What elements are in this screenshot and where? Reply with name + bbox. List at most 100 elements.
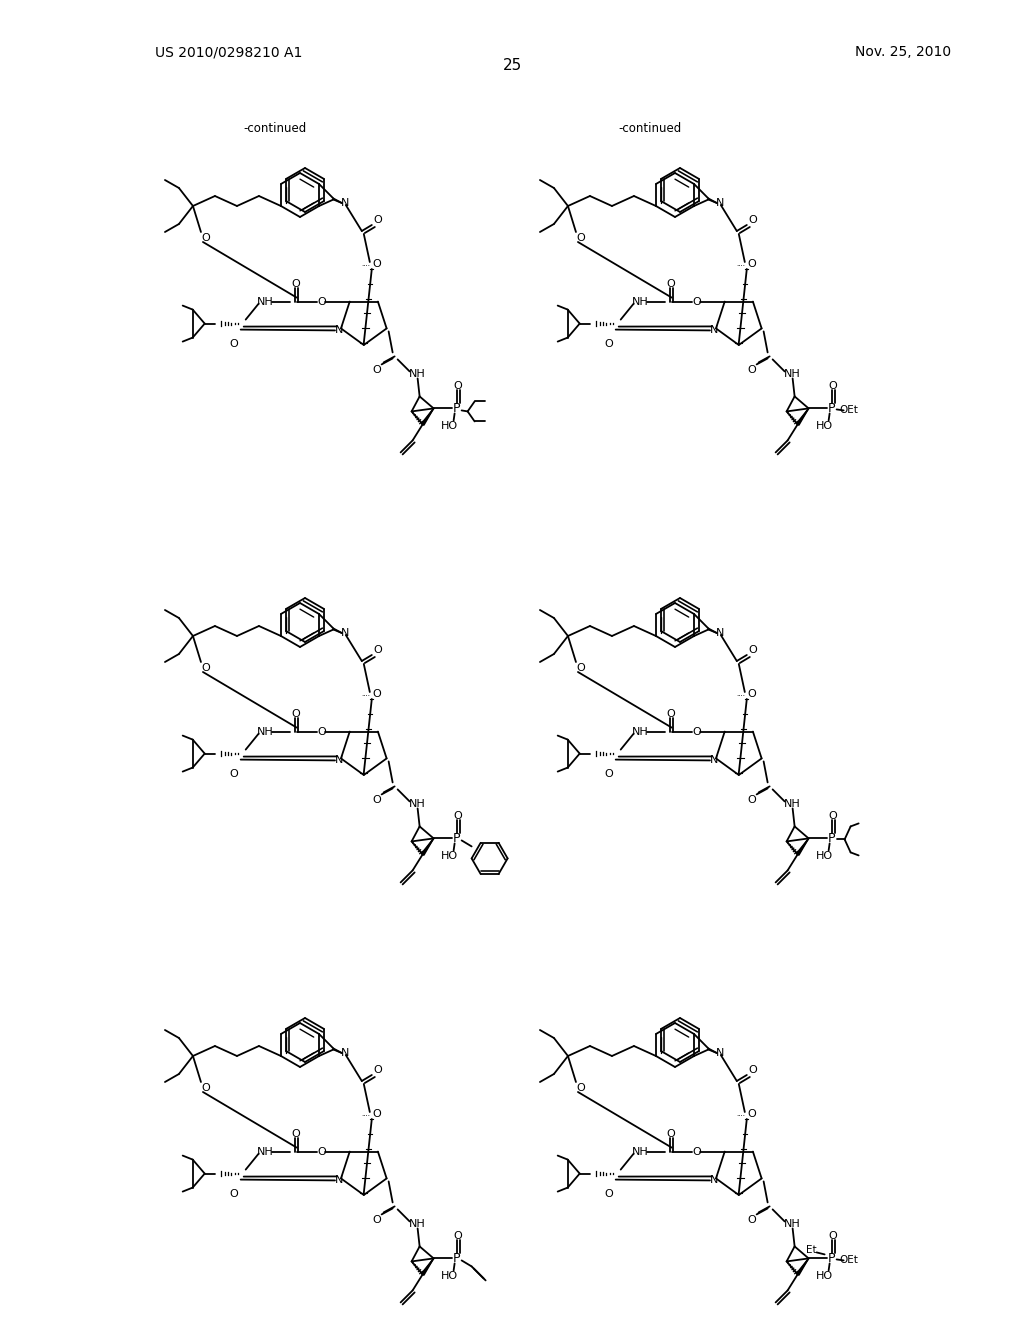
Text: NH: NH xyxy=(257,297,274,306)
Text: P: P xyxy=(827,832,836,845)
Text: N: N xyxy=(716,628,724,638)
Text: O: O xyxy=(291,709,300,718)
Text: Nov. 25, 2010: Nov. 25, 2010 xyxy=(855,45,951,59)
Text: ....: .... xyxy=(361,261,371,267)
Text: O: O xyxy=(202,1082,210,1093)
Text: ....: .... xyxy=(361,690,371,697)
Text: HO: HO xyxy=(816,851,834,862)
Text: NH: NH xyxy=(257,1147,274,1156)
Text: O: O xyxy=(374,1065,382,1074)
Text: O: O xyxy=(692,726,701,737)
Text: O: O xyxy=(291,1129,300,1139)
Text: NH: NH xyxy=(632,1147,649,1156)
Text: -continued: -continued xyxy=(244,121,306,135)
Text: NH: NH xyxy=(410,800,426,809)
Text: O: O xyxy=(667,709,675,718)
Text: N: N xyxy=(335,1175,343,1185)
Text: OEt: OEt xyxy=(840,405,858,416)
Text: ....: .... xyxy=(736,261,745,267)
Text: O: O xyxy=(828,812,837,821)
Text: P: P xyxy=(827,1251,836,1265)
Text: O: O xyxy=(373,796,381,805)
Polygon shape xyxy=(797,408,809,425)
Text: O: O xyxy=(202,234,210,243)
Text: N: N xyxy=(710,755,718,766)
Text: P: P xyxy=(827,401,836,414)
Text: O: O xyxy=(373,689,381,700)
Text: O: O xyxy=(577,234,586,243)
Text: O: O xyxy=(373,1109,381,1119)
Text: US 2010/0298210 A1: US 2010/0298210 A1 xyxy=(155,45,302,59)
Text: N: N xyxy=(716,198,724,209)
Text: N: N xyxy=(710,326,718,335)
Text: N: N xyxy=(335,326,343,335)
Text: O: O xyxy=(749,1065,757,1074)
Text: O: O xyxy=(577,1082,586,1093)
Polygon shape xyxy=(797,1258,809,1275)
Text: 25: 25 xyxy=(503,58,521,73)
Text: O: O xyxy=(749,215,757,224)
Text: NH: NH xyxy=(632,297,649,306)
Text: O: O xyxy=(748,1109,756,1119)
Text: O: O xyxy=(229,768,238,779)
Text: O: O xyxy=(317,726,326,737)
Text: P: P xyxy=(453,401,461,414)
Text: Et: Et xyxy=(806,1245,817,1255)
Text: N: N xyxy=(335,755,343,766)
Text: O: O xyxy=(604,1188,613,1199)
Text: O: O xyxy=(749,645,757,655)
Text: HO: HO xyxy=(441,1271,458,1282)
Text: O: O xyxy=(291,279,300,289)
Text: O: O xyxy=(604,339,613,348)
Polygon shape xyxy=(797,838,809,855)
Text: NH: NH xyxy=(410,370,426,379)
Text: N: N xyxy=(341,1048,349,1059)
Text: NH: NH xyxy=(784,1220,801,1229)
Text: NH: NH xyxy=(632,726,649,737)
Text: NH: NH xyxy=(410,1220,426,1229)
Text: O: O xyxy=(317,1147,326,1156)
Text: NH: NH xyxy=(784,800,801,809)
Polygon shape xyxy=(422,1258,433,1275)
Text: O: O xyxy=(667,279,675,289)
Text: O: O xyxy=(692,297,701,306)
Text: N: N xyxy=(341,628,349,638)
Text: O: O xyxy=(373,1216,381,1225)
Text: NH: NH xyxy=(784,370,801,379)
Text: HO: HO xyxy=(816,1271,834,1282)
Text: O: O xyxy=(748,259,756,269)
Text: O: O xyxy=(373,259,381,269)
Text: O: O xyxy=(748,689,756,700)
Text: O: O xyxy=(202,663,210,673)
Text: O: O xyxy=(229,1188,238,1199)
Text: O: O xyxy=(692,1147,701,1156)
Text: O: O xyxy=(374,215,382,224)
Text: O: O xyxy=(667,1129,675,1139)
Text: N: N xyxy=(710,1175,718,1185)
Text: O: O xyxy=(604,768,613,779)
Text: O: O xyxy=(454,381,462,392)
Text: OEt: OEt xyxy=(840,1255,858,1266)
Text: NH: NH xyxy=(257,726,274,737)
Text: O: O xyxy=(748,1216,756,1225)
Text: ....: .... xyxy=(736,1111,745,1117)
Text: P: P xyxy=(453,832,461,845)
Text: -continued: -continued xyxy=(618,121,682,135)
Polygon shape xyxy=(422,838,433,855)
Text: N: N xyxy=(716,1048,724,1059)
Text: O: O xyxy=(828,1232,837,1241)
Text: O: O xyxy=(229,339,238,348)
Text: ....: .... xyxy=(736,690,745,697)
Text: O: O xyxy=(373,366,381,375)
Text: HO: HO xyxy=(441,421,458,432)
Text: O: O xyxy=(317,297,326,306)
Polygon shape xyxy=(422,408,433,425)
Text: ....: .... xyxy=(361,1111,371,1117)
Text: O: O xyxy=(454,812,462,821)
Text: HO: HO xyxy=(441,851,458,862)
Text: O: O xyxy=(748,796,756,805)
Text: N: N xyxy=(341,198,349,209)
Text: O: O xyxy=(748,366,756,375)
Text: O: O xyxy=(577,663,586,673)
Text: HO: HO xyxy=(816,421,834,432)
